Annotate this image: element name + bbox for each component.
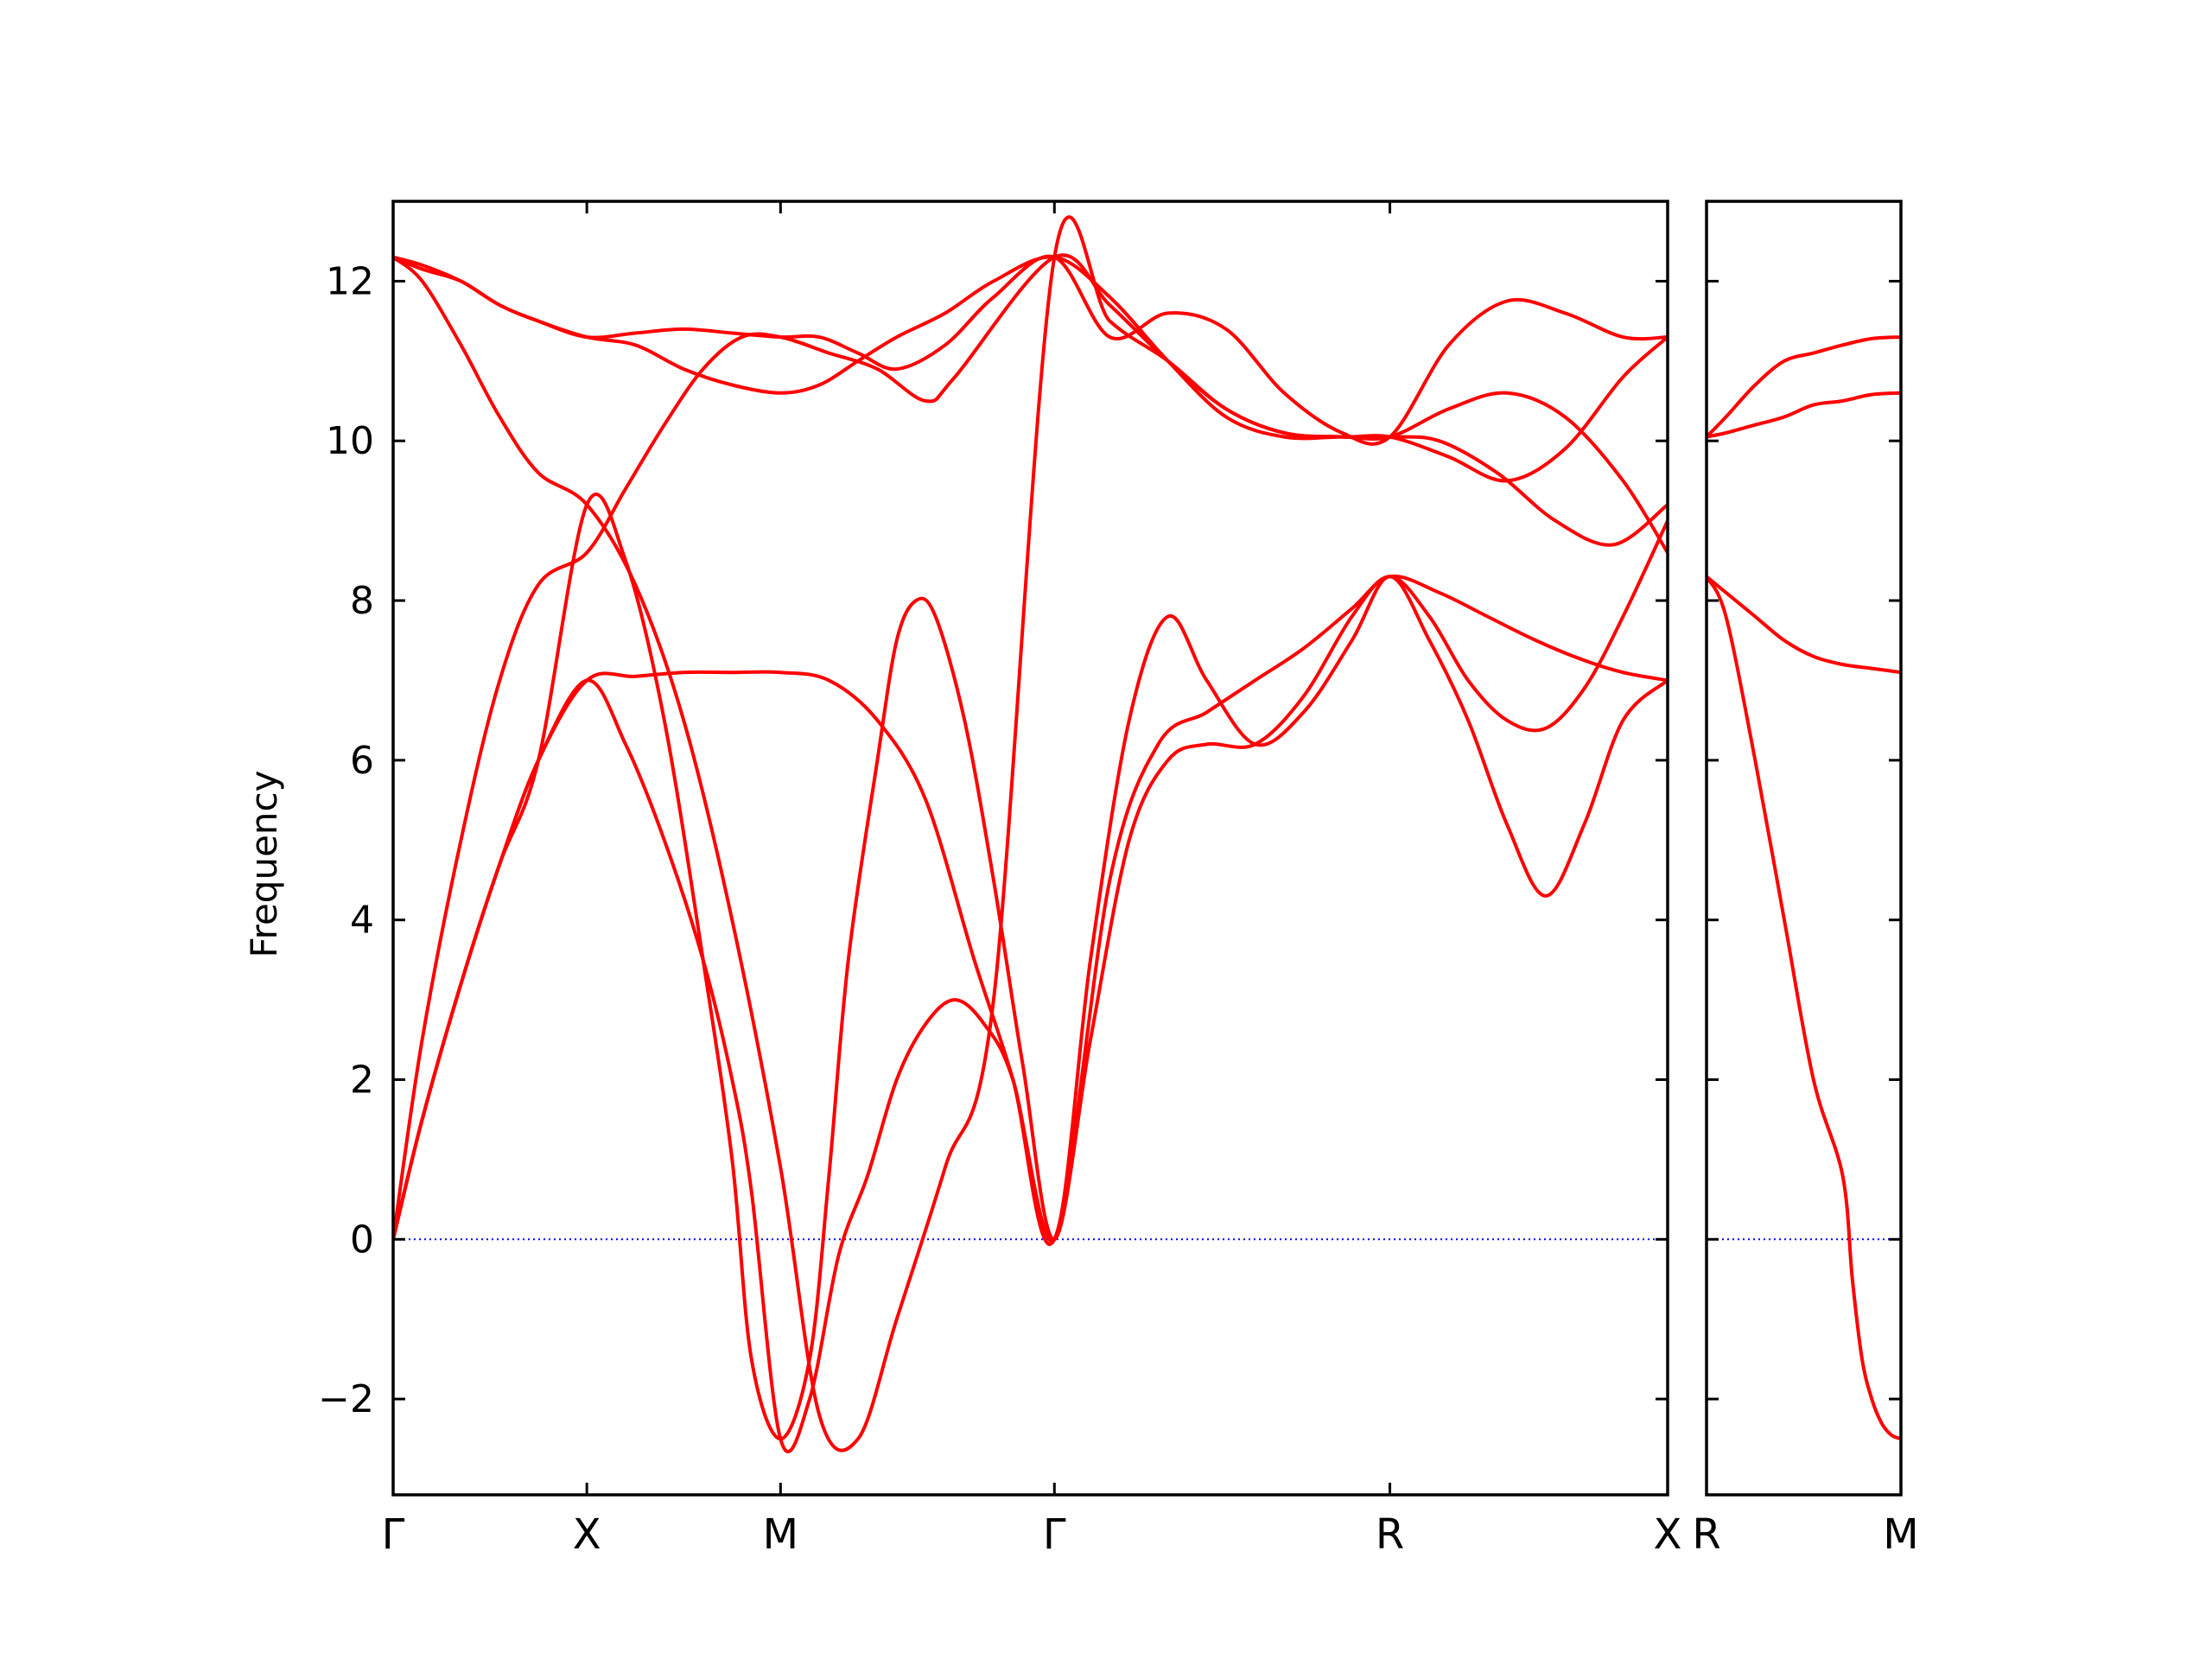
band-6 [393,575,1668,1453]
x-tick-label: R [1376,1510,1404,1559]
x-tick-label: R [1692,1510,1720,1559]
panel-frame [1705,200,1903,1497]
band-2 [393,255,1668,554]
x-tick-label: M [763,1510,798,1559]
x-tick-label: X [1654,1510,1682,1559]
band-curves [393,215,1668,1453]
y-tick-label: 8 [350,579,374,623]
panel-1: −2 0 2 4 6 8 10 12 Γ X M Γ R X [318,200,1682,1559]
band-curves [1707,335,1901,1441]
y-tick-label: 12 [326,259,374,303]
y-tick-label: 6 [350,739,374,783]
band-4 [393,253,1668,1240]
band-3 [1707,575,1901,675]
y-axis-label: Frequency [243,771,285,958]
y-tick-label: 4 [350,899,374,943]
y-tick-label: 2 [350,1058,374,1102]
y-tick-label: 10 [326,419,374,463]
y-tick-label: 0 [350,1217,374,1262]
band-1 [1707,335,1901,439]
x-tick-label: Γ [1043,1510,1066,1559]
band-4 [1707,575,1901,1441]
x-tick-label: Γ [382,1510,405,1559]
band-2 [1707,391,1901,439]
x-tick-label: M [1883,1510,1918,1559]
panel-frame [391,200,1669,1497]
x-tick-label: X [573,1510,601,1559]
band-7 [393,492,1668,1441]
y-tick-label: −2 [318,1377,374,1421]
